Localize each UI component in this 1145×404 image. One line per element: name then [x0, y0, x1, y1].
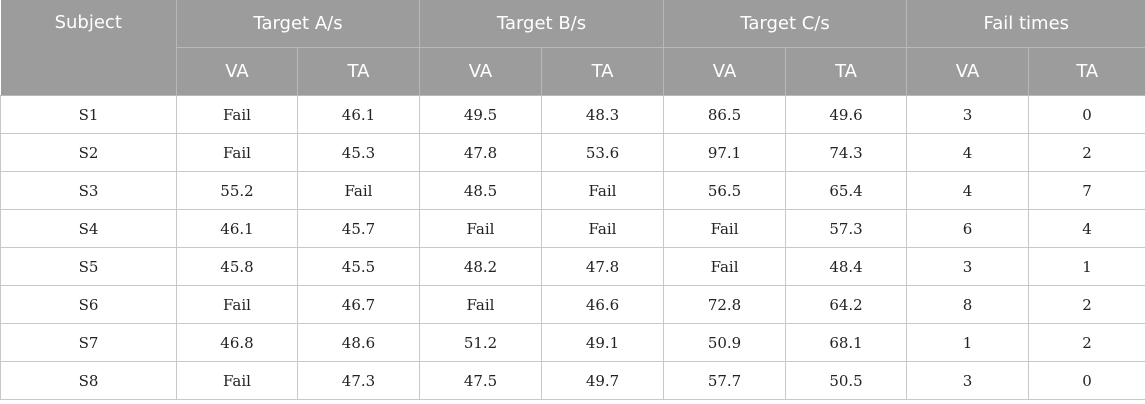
target-c-ta-cell: 68.1	[785, 323, 908, 362]
target-c-va-cell: 50.9	[663, 323, 787, 362]
target-a-va-cell: Fail	[176, 95, 298, 134]
target-b-ta-cell: 49.1	[541, 323, 665, 362]
subject-cell: S2	[0, 133, 177, 172]
sub-header-va: VA	[176, 47, 298, 96]
target-b-ta-cell: Fail	[541, 171, 665, 210]
target-c-va-cell: 57.7	[663, 361, 787, 400]
table-row: S5 45.8 45.5 48.2 47.8 Fail 48.4 3 1	[0, 247, 1145, 286]
target-b-va-cell: 47.5	[419, 361, 543, 400]
target-c-ta-cell: 48.4	[785, 247, 908, 286]
table-row: S2 Fail 45.3 47.8 53.6 97.1 74.3 4 2	[0, 133, 1145, 172]
target-b-ta-cell: 49.7	[541, 361, 665, 400]
fail-times-ta-cell: 2	[1028, 133, 1145, 172]
target-c-va-cell: Fail	[663, 247, 787, 286]
sub-header-va: VA	[906, 47, 1030, 96]
fail-times-va-cell: 4	[906, 133, 1030, 172]
sub-header-ta: TA	[541, 47, 665, 96]
target-b-va-cell: 48.2	[419, 247, 543, 286]
target-a-va-cell: 46.1	[176, 209, 298, 248]
sub-header-ta: TA	[1028, 47, 1145, 96]
subject-cell: S6	[0, 285, 177, 324]
fail-times-va-cell: 3	[906, 361, 1030, 400]
target-a-ta-cell: 45.3	[296, 133, 421, 172]
target-c-ta-cell: 65.4	[785, 171, 908, 210]
subject-cell: S5	[0, 247, 177, 286]
fail-times-header: Fail times	[906, 0, 1145, 48]
fail-times-ta-cell: 4	[1028, 209, 1145, 248]
target-a-va-cell: 45.8	[176, 247, 298, 286]
subject-cell: S7	[0, 323, 177, 362]
target-a-va-cell: Fail	[176, 133, 298, 172]
target-c-ta-cell: 50.5	[785, 361, 908, 400]
fail-times-va-cell: 3	[906, 95, 1030, 134]
table-row: S8 Fail 47.3 47.5 49.7 57.7 50.5 3 0	[0, 361, 1145, 400]
table-header: Subject Target A/s Target B/s Target C/s…	[0, 0, 1145, 96]
target-c-ta-cell: 64.2	[785, 285, 908, 324]
target-a-header: Target A/s	[176, 0, 421, 48]
target-b-va-cell: Fail	[419, 209, 543, 248]
target-b-va-cell: 49.5	[419, 95, 543, 134]
target-b-va-cell: Fail	[419, 285, 543, 324]
subject-cell: S4	[0, 209, 177, 248]
fail-times-va-cell: 4	[906, 171, 1030, 210]
target-c-ta-cell: 49.6	[785, 95, 908, 134]
target-a-ta-cell: Fail	[296, 171, 421, 210]
table-row: S7 46.8 48.6 51.2 49.1 50.9 68.1 1 2	[0, 323, 1145, 362]
target-b-ta-cell: 48.3	[541, 95, 665, 134]
target-a-ta-cell: 45.7	[296, 209, 421, 248]
target-b-ta-cell: 46.6	[541, 285, 665, 324]
target-a-va-cell: Fail	[176, 361, 298, 400]
target-a-va-cell: 46.8	[176, 323, 298, 362]
sub-header-ta: TA	[785, 47, 908, 96]
fail-times-va-cell: 8	[906, 285, 1030, 324]
table-row: S4 46.1 45.7 Fail Fail Fail 57.3 6 4	[0, 209, 1145, 248]
target-b-va-cell: 47.8	[419, 133, 543, 172]
fail-times-ta-cell: 0	[1028, 95, 1145, 134]
target-a-ta-cell: 46.7	[296, 285, 421, 324]
fail-times-ta-cell: 2	[1028, 285, 1145, 324]
target-b-va-cell: 48.5	[419, 171, 543, 210]
fail-times-ta-cell: 1	[1028, 247, 1145, 286]
fail-times-ta-cell: 7	[1028, 171, 1145, 210]
target-c-va-cell: 56.5	[663, 171, 787, 210]
subject-header: Subject	[0, 0, 177, 96]
target-a-ta-cell: 47.3	[296, 361, 421, 400]
target-c-va-cell: 86.5	[663, 95, 787, 134]
target-b-va-cell: 51.2	[419, 323, 543, 362]
target-c-ta-cell: 74.3	[785, 133, 908, 172]
subject-cell: S8	[0, 361, 177, 400]
table-row: S1 Fail 46.1 49.5 48.3 86.5 49.6 3 0	[0, 95, 1145, 134]
fail-times-va-cell: 3	[906, 247, 1030, 286]
target-a-ta-cell: 45.5	[296, 247, 421, 286]
table-body: S1 Fail 46.1 49.5 48.3 86.5 49.6 3 0 S2 Fail 45.3 47…	[0, 95, 1145, 400]
sub-header-ta: TA	[297, 47, 421, 96]
sub-header-va: VA	[419, 47, 543, 96]
subject-cell: S1	[0, 95, 177, 134]
target-b-ta-cell: 53.6	[541, 133, 665, 172]
sub-header-va: VA	[663, 47, 787, 96]
target-a-va-cell: Fail	[176, 285, 298, 324]
target-a-va-cell: 55.2	[176, 171, 298, 210]
target-c-header: Target C/s	[663, 0, 908, 48]
target-b-ta-cell: Fail	[541, 209, 665, 248]
target-a-ta-cell: 46.1	[296, 95, 421, 134]
table-row: S6 Fail 46.7 Fail 46.6 72.8 64.2 8 2	[0, 285, 1145, 324]
target-a-ta-cell: 48.6	[296, 323, 421, 362]
fail-times-va-cell: 6	[906, 209, 1030, 248]
fail-times-ta-cell: 0	[1028, 361, 1145, 400]
target-c-va-cell: 97.1	[663, 133, 787, 172]
target-b-ta-cell: 47.8	[541, 247, 665, 286]
fail-times-ta-cell: 2	[1028, 323, 1145, 362]
target-c-va-cell: 72.8	[663, 285, 787, 324]
fail-times-va-cell: 1	[906, 323, 1030, 362]
target-c-ta-cell: 57.3	[785, 209, 908, 248]
table-row: S3 55.2 Fail 48.5 Fail 56.5 65.4 4 7	[0, 171, 1145, 210]
subject-cell: S3	[0, 171, 177, 210]
target-c-va-cell: Fail	[663, 209, 787, 248]
target-b-header: Target B/s	[419, 0, 665, 48]
